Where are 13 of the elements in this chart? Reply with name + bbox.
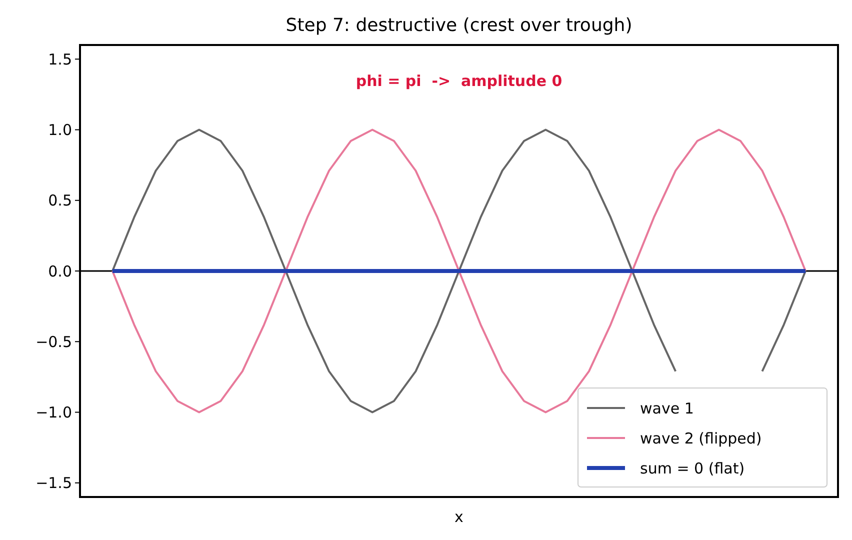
y-tick-label: 1.0 — [48, 121, 72, 139]
legend-label: wave 2 (flipped) — [640, 429, 762, 448]
y-tick-label: 0.5 — [48, 192, 72, 210]
y-tick-label: 0.0 — [48, 262, 72, 280]
y-tick-label: −1.5 — [36, 474, 72, 492]
y-tick-label: −1.0 — [36, 404, 72, 422]
chart-title: Step 7: destructive (crest over trough) — [286, 15, 632, 36]
x-axis-title: x — [454, 508, 464, 526]
annotation: phi = pi -> amplitude 0 — [356, 72, 562, 90]
legend-label: sum = 0 (flat) — [640, 459, 745, 478]
y-tick-label: 1.5 — [48, 50, 72, 68]
y-tick-label: −0.5 — [36, 332, 72, 351]
legend-label: wave 1 — [640, 399, 694, 418]
